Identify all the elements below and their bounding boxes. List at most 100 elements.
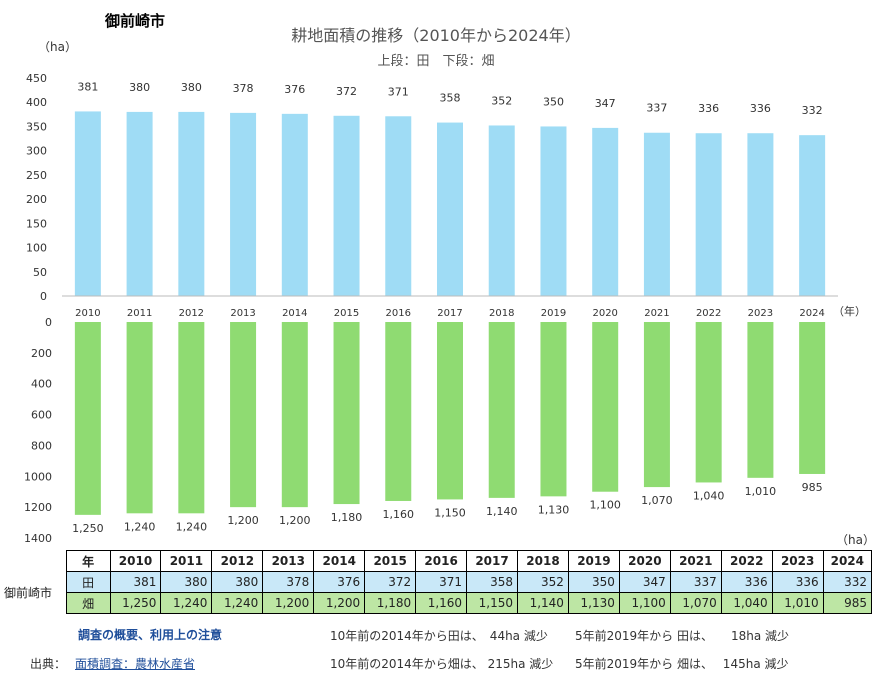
table-header-year: 2018 xyxy=(517,550,569,572)
survey-notes-link[interactable]: 調査の概要、利用上の注意 xyxy=(78,628,223,642)
data-label-hata: 985 xyxy=(802,481,823,494)
table-header-year: 2021 xyxy=(669,550,722,572)
x-axis-unit: （年） xyxy=(833,305,866,318)
bar-ta xyxy=(333,115,360,296)
bar-hata xyxy=(799,322,826,474)
data-label-hata: 1,240 xyxy=(124,520,156,533)
table-header-year: 2017 xyxy=(466,550,518,572)
data-label-ta: 371 xyxy=(388,85,409,98)
table-cell: 372 xyxy=(364,571,417,593)
y-tick-label-bottom: 0 xyxy=(45,316,52,329)
bar-hata xyxy=(592,322,619,492)
x-tick-label: 2011 xyxy=(127,308,152,319)
table-header-row: 年 2010 2011 2012 2013 2014 2015 2016 201… xyxy=(0,550,872,572)
data-label-hata: 1,200 xyxy=(279,514,311,527)
y-axis-unit-top: （ha） xyxy=(38,40,77,54)
data-label-hata: 1,200 xyxy=(227,514,259,527)
bar-ta xyxy=(592,127,619,296)
table-header-year: 2015 xyxy=(364,550,417,572)
data-label-ta: 380 xyxy=(181,81,202,94)
data-label-ta: 347 xyxy=(595,97,616,110)
bar-ta xyxy=(230,112,257,296)
table-cell: 1,200 xyxy=(313,592,366,614)
x-tick-label: 2012 xyxy=(179,308,204,319)
table-row: 御前崎市 田 381 380 380 378 376 372 371 358 3… xyxy=(0,571,872,614)
table-header-year: 2022 xyxy=(720,550,773,572)
data-label-hata: 1,010 xyxy=(745,485,777,498)
table-cell: 336 xyxy=(720,571,773,593)
bar-ta xyxy=(178,111,205,297)
y-tick-label-top: 0 xyxy=(40,290,47,303)
table-cell: 332 xyxy=(822,571,872,593)
note-hata-5yr: 5年前2019年から 畑は、 145ha 減少 xyxy=(575,657,789,671)
table-header-label: 年 xyxy=(65,550,111,572)
bar-ta xyxy=(747,133,774,296)
table-cell: 337 xyxy=(669,571,722,593)
table-cell: 1,200 xyxy=(262,592,315,614)
table-header-year: 2016 xyxy=(415,550,468,572)
x-tick-label: 2023 xyxy=(748,308,773,319)
bar-hata xyxy=(126,322,153,514)
data-label-ta: 350 xyxy=(543,95,564,108)
data-label-ta: 337 xyxy=(646,102,667,115)
y-tick-label-top: 100 xyxy=(26,242,47,255)
data-label-hata: 1,240 xyxy=(176,520,208,533)
table-cell: 381 xyxy=(109,571,162,593)
data-label-ta: 336 xyxy=(750,102,771,115)
chart-subtitle: 上段：田 下段：畑 xyxy=(377,54,495,69)
y-axis-unit-bottom: （ha） xyxy=(836,533,872,547)
table-cell: 1,240 xyxy=(211,592,264,614)
x-tick-label: 2019 xyxy=(541,308,566,319)
bar-ta xyxy=(488,125,515,296)
source-link[interactable]: 面積調査：農林水産省 xyxy=(75,657,196,671)
bar-ta xyxy=(385,116,412,296)
bar-ta xyxy=(437,122,463,297)
table-cell: 1,040 xyxy=(720,592,773,614)
bar-hata xyxy=(540,322,567,497)
table-row-name-ta: 田 xyxy=(65,571,111,593)
x-tick-label: 2015 xyxy=(334,308,359,319)
data-label-hata: 1,070 xyxy=(641,494,673,507)
bar-ta xyxy=(799,135,826,296)
table-cell: 380 xyxy=(160,571,213,593)
table-header-year: 2020 xyxy=(618,550,671,572)
table-cell: 350 xyxy=(567,571,620,593)
source-label: 出典： xyxy=(30,657,67,671)
data-label-ta: 378 xyxy=(233,82,254,95)
bar-hata xyxy=(333,322,360,505)
table-row-group: 御前崎市 xyxy=(0,571,67,614)
x-tick-label: 2013 xyxy=(230,308,255,319)
data-label-hata: 1,040 xyxy=(693,489,725,502)
bar-hata xyxy=(643,322,670,488)
table-header-year: 2024 xyxy=(822,550,872,572)
table-cell: 376 xyxy=(313,571,366,593)
data-table: 年 2010 2011 2012 2013 2014 2015 2016 201… xyxy=(0,550,872,614)
data-label-ta: 376 xyxy=(284,83,305,96)
y-tick-label-top: 50 xyxy=(33,266,47,279)
table-cell: 1,160 xyxy=(415,592,468,614)
table-cell: 352 xyxy=(517,571,569,593)
table-header-year: 2012 xyxy=(211,550,264,572)
note-ta-5yr: 5年前2019年から 田は、 18ha 減少 xyxy=(575,629,790,643)
city-title: 御前崎市 xyxy=(105,12,166,30)
y-tick-label-bottom: 200 xyxy=(31,347,52,360)
y-tick-label-top: 150 xyxy=(26,217,47,230)
x-tick-label: 2020 xyxy=(592,308,617,319)
table-cell: 1,130 xyxy=(567,592,620,614)
data-label-ta: 336 xyxy=(698,102,719,115)
table-cell: 378 xyxy=(262,571,315,593)
data-label-ta: 358 xyxy=(440,92,461,105)
table-cell: 1,100 xyxy=(618,592,671,614)
area-chart-canvas: 0 50 100 150 200 250 300 350 400 450 381 380 380 378 3… xyxy=(24,72,838,545)
bar-hata xyxy=(695,322,722,483)
bar-ta xyxy=(695,133,722,296)
y-tick-label-bottom: 600 xyxy=(31,409,52,422)
data-label-hata: 1,150 xyxy=(434,506,466,519)
data-label-ta: 372 xyxy=(336,85,357,98)
data-label-ta: 380 xyxy=(129,81,150,94)
table-cell: 1,140 xyxy=(517,592,569,614)
bar-ta xyxy=(643,132,670,296)
table-cell: 1,250 xyxy=(109,592,162,614)
y-tick-label-top: 400 xyxy=(26,96,47,109)
data-label-hata: 1,100 xyxy=(589,499,621,512)
